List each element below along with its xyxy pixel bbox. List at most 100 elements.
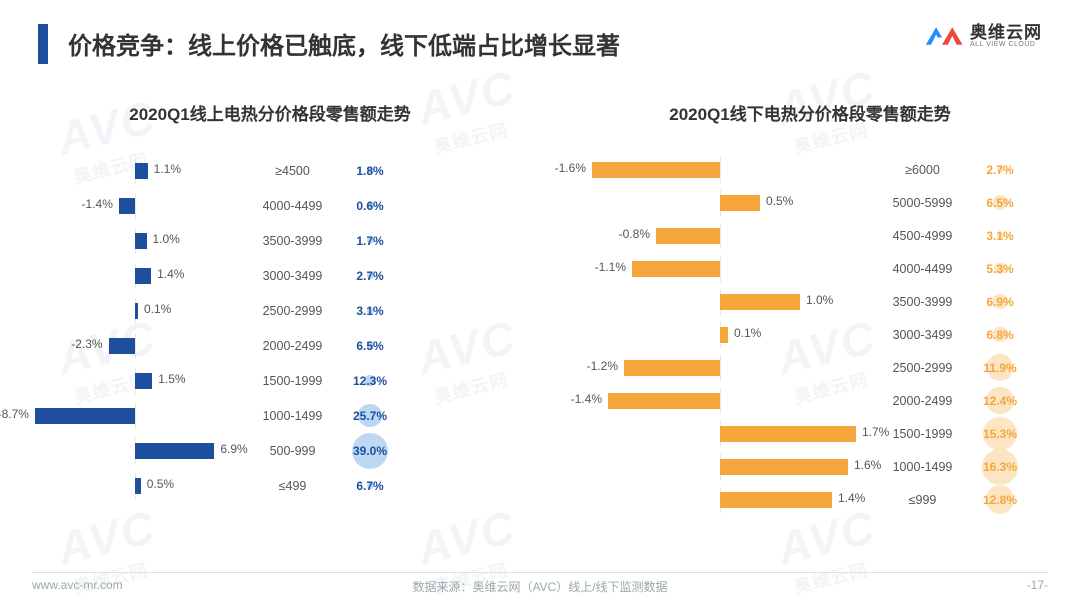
price-range-label: ≤499	[250, 479, 335, 493]
delta-bar-area: -1.4%	[560, 388, 880, 414]
delta-bar-area: -1.1%	[560, 256, 880, 282]
chart-row: 0.1%3000-34996.8%	[560, 318, 1060, 351]
share-value: 3.1%	[356, 304, 383, 318]
delta-bar-area: -1.2%	[560, 355, 880, 381]
delta-label: 1.4%	[157, 267, 184, 281]
share-value: 12.4%	[983, 394, 1017, 408]
price-range-label: 3500-3999	[880, 295, 965, 309]
chart-row: 1.4% 3000-34992.7%	[20, 258, 520, 293]
delta-bar-area: -8.7%	[20, 403, 250, 429]
share-value: 6.5%	[356, 339, 383, 353]
price-range-label: 2500-2999	[880, 361, 965, 375]
delta-label: -0.8%	[619, 227, 650, 241]
delta-bar	[720, 426, 856, 442]
chart-row: -1.4%4000-44990.6%	[20, 188, 520, 223]
share-cell: 6.8%	[965, 319, 1035, 351]
share-value: 11.9%	[983, 361, 1016, 375]
chart-row: -1.4% 2000-2499 12.4%	[560, 384, 1060, 417]
delta-bar	[135, 163, 148, 179]
delta-label: -2.3%	[71, 337, 102, 351]
logo-icon	[920, 22, 964, 50]
delta-label: 1.6%	[854, 458, 881, 472]
share-cell: 2.7%	[965, 154, 1035, 186]
delta-label: -1.4%	[82, 197, 113, 211]
share-value: 12.3%	[353, 374, 387, 388]
delta-label: -1.2%	[587, 359, 618, 373]
share-value: 6.9%	[986, 295, 1013, 309]
price-range-label: 3500-3999	[250, 234, 335, 248]
chart-row: -0.8%4500-49993.1%	[560, 219, 1060, 252]
delta-bar	[720, 459, 848, 475]
chart-online: 2020Q1线上电热分价格段零售额走势 1.1%≥45001.8%-1.4%40…	[0, 100, 540, 558]
share-cell: 2.7%	[335, 260, 405, 292]
share-cell: 12.8%	[965, 484, 1035, 516]
delta-bar	[135, 478, 141, 494]
chart-row: 1.0%3500-3999 6.9%	[560, 285, 1060, 318]
footer-source: 数据来源：奥维云网（AVC）线上/线下监测数据	[0, 578, 1080, 595]
delta-bar	[135, 268, 151, 284]
price-range-label: 500-999	[250, 444, 335, 458]
delta-bar-area: 1.7%	[560, 421, 880, 447]
delta-label: -1.6%	[555, 161, 586, 175]
delta-bar	[624, 360, 720, 376]
share-value: 0.6%	[356, 199, 383, 213]
delta-label: 0.5%	[147, 477, 174, 491]
share-cell: 11.9%	[965, 352, 1035, 384]
delta-bar-area: 0.1%	[20, 298, 250, 324]
chart-row: 1.4% ≤99912.8%	[560, 483, 1060, 516]
price-range-label: 1500-1999	[880, 427, 965, 441]
price-range-label: 1500-1999	[250, 374, 335, 388]
chart-row: -1.1%4000-44995.3%	[560, 252, 1060, 285]
share-cell: 6.9%	[965, 286, 1035, 318]
delta-label: 1.4%	[838, 491, 865, 505]
logo-text-cn: 奥维云网	[970, 24, 1042, 41]
delta-label: 1.7%	[862, 425, 889, 439]
delta-bar-area: 1.0%	[20, 228, 250, 254]
price-range-label: 2000-2499	[880, 394, 965, 408]
chart-row: 0.5%≤4996.7%	[20, 468, 520, 503]
share-value: 15.3%	[983, 427, 1017, 441]
delta-label: -1.4%	[571, 392, 602, 406]
delta-label: -1.1%	[595, 260, 626, 274]
accent-bar	[38, 24, 48, 64]
page-title: 价格竞争：线上价格已触底，线下低端占比增长显著	[68, 26, 620, 61]
delta-label: 6.9%	[220, 442, 247, 456]
share-cell: 1.7%	[335, 225, 405, 257]
delta-bar-area: 1.4%	[20, 263, 250, 289]
share-value: 6.8%	[986, 328, 1013, 342]
share-cell: 5.3%	[965, 253, 1035, 285]
share-value: 6.5%	[986, 196, 1013, 210]
chart-row: -8.7%1000-149925.7%	[20, 398, 520, 433]
share-cell: 6.5%	[965, 187, 1035, 219]
chart-title-online: 2020Q1线上电热分价格段零售额走势	[20, 100, 520, 125]
delta-bar	[135, 373, 152, 389]
delta-label: -8.7%	[0, 407, 29, 421]
share-cell: 6.5%	[335, 330, 405, 362]
share-cell: 3.1%	[965, 220, 1035, 252]
share-value: 16.3%	[983, 460, 1017, 474]
share-cell: 12.4%	[965, 385, 1035, 417]
delta-bar-area: 1.6%	[560, 454, 880, 480]
delta-bar	[35, 408, 135, 424]
price-range-label: ≥4500	[250, 164, 335, 178]
share-cell: 1.8%	[335, 155, 405, 187]
delta-bar-area: 1.0%	[560, 289, 880, 315]
brand-logo: 奥维云网 ALL VIEW CLOUD	[920, 22, 1042, 50]
share-value: 25.7%	[353, 409, 387, 423]
chart-row: -2.3%2000-24996.5%	[20, 328, 520, 363]
delta-bar-area: -1.6%	[560, 157, 880, 183]
price-range-label: ≤999	[880, 493, 965, 507]
chart-row: -1.2% 2500-2999 11.9%	[560, 351, 1060, 384]
delta-bar-area: -0.8%	[560, 223, 880, 249]
delta-label: 0.1%	[734, 326, 761, 340]
delta-bar-area: 6.9%	[20, 438, 250, 464]
delta-label: 1.0%	[153, 232, 180, 246]
delta-bar	[135, 443, 214, 459]
share-cell: 12.3%	[335, 365, 405, 397]
delta-bar	[656, 228, 720, 244]
share-cell: 25.7%	[335, 400, 405, 432]
share-cell: 15.3%	[965, 418, 1035, 450]
footer-divider	[32, 572, 1048, 573]
chart-row: 1.1%≥45001.8%	[20, 153, 520, 188]
price-range-label: 3000-3499	[250, 269, 335, 283]
